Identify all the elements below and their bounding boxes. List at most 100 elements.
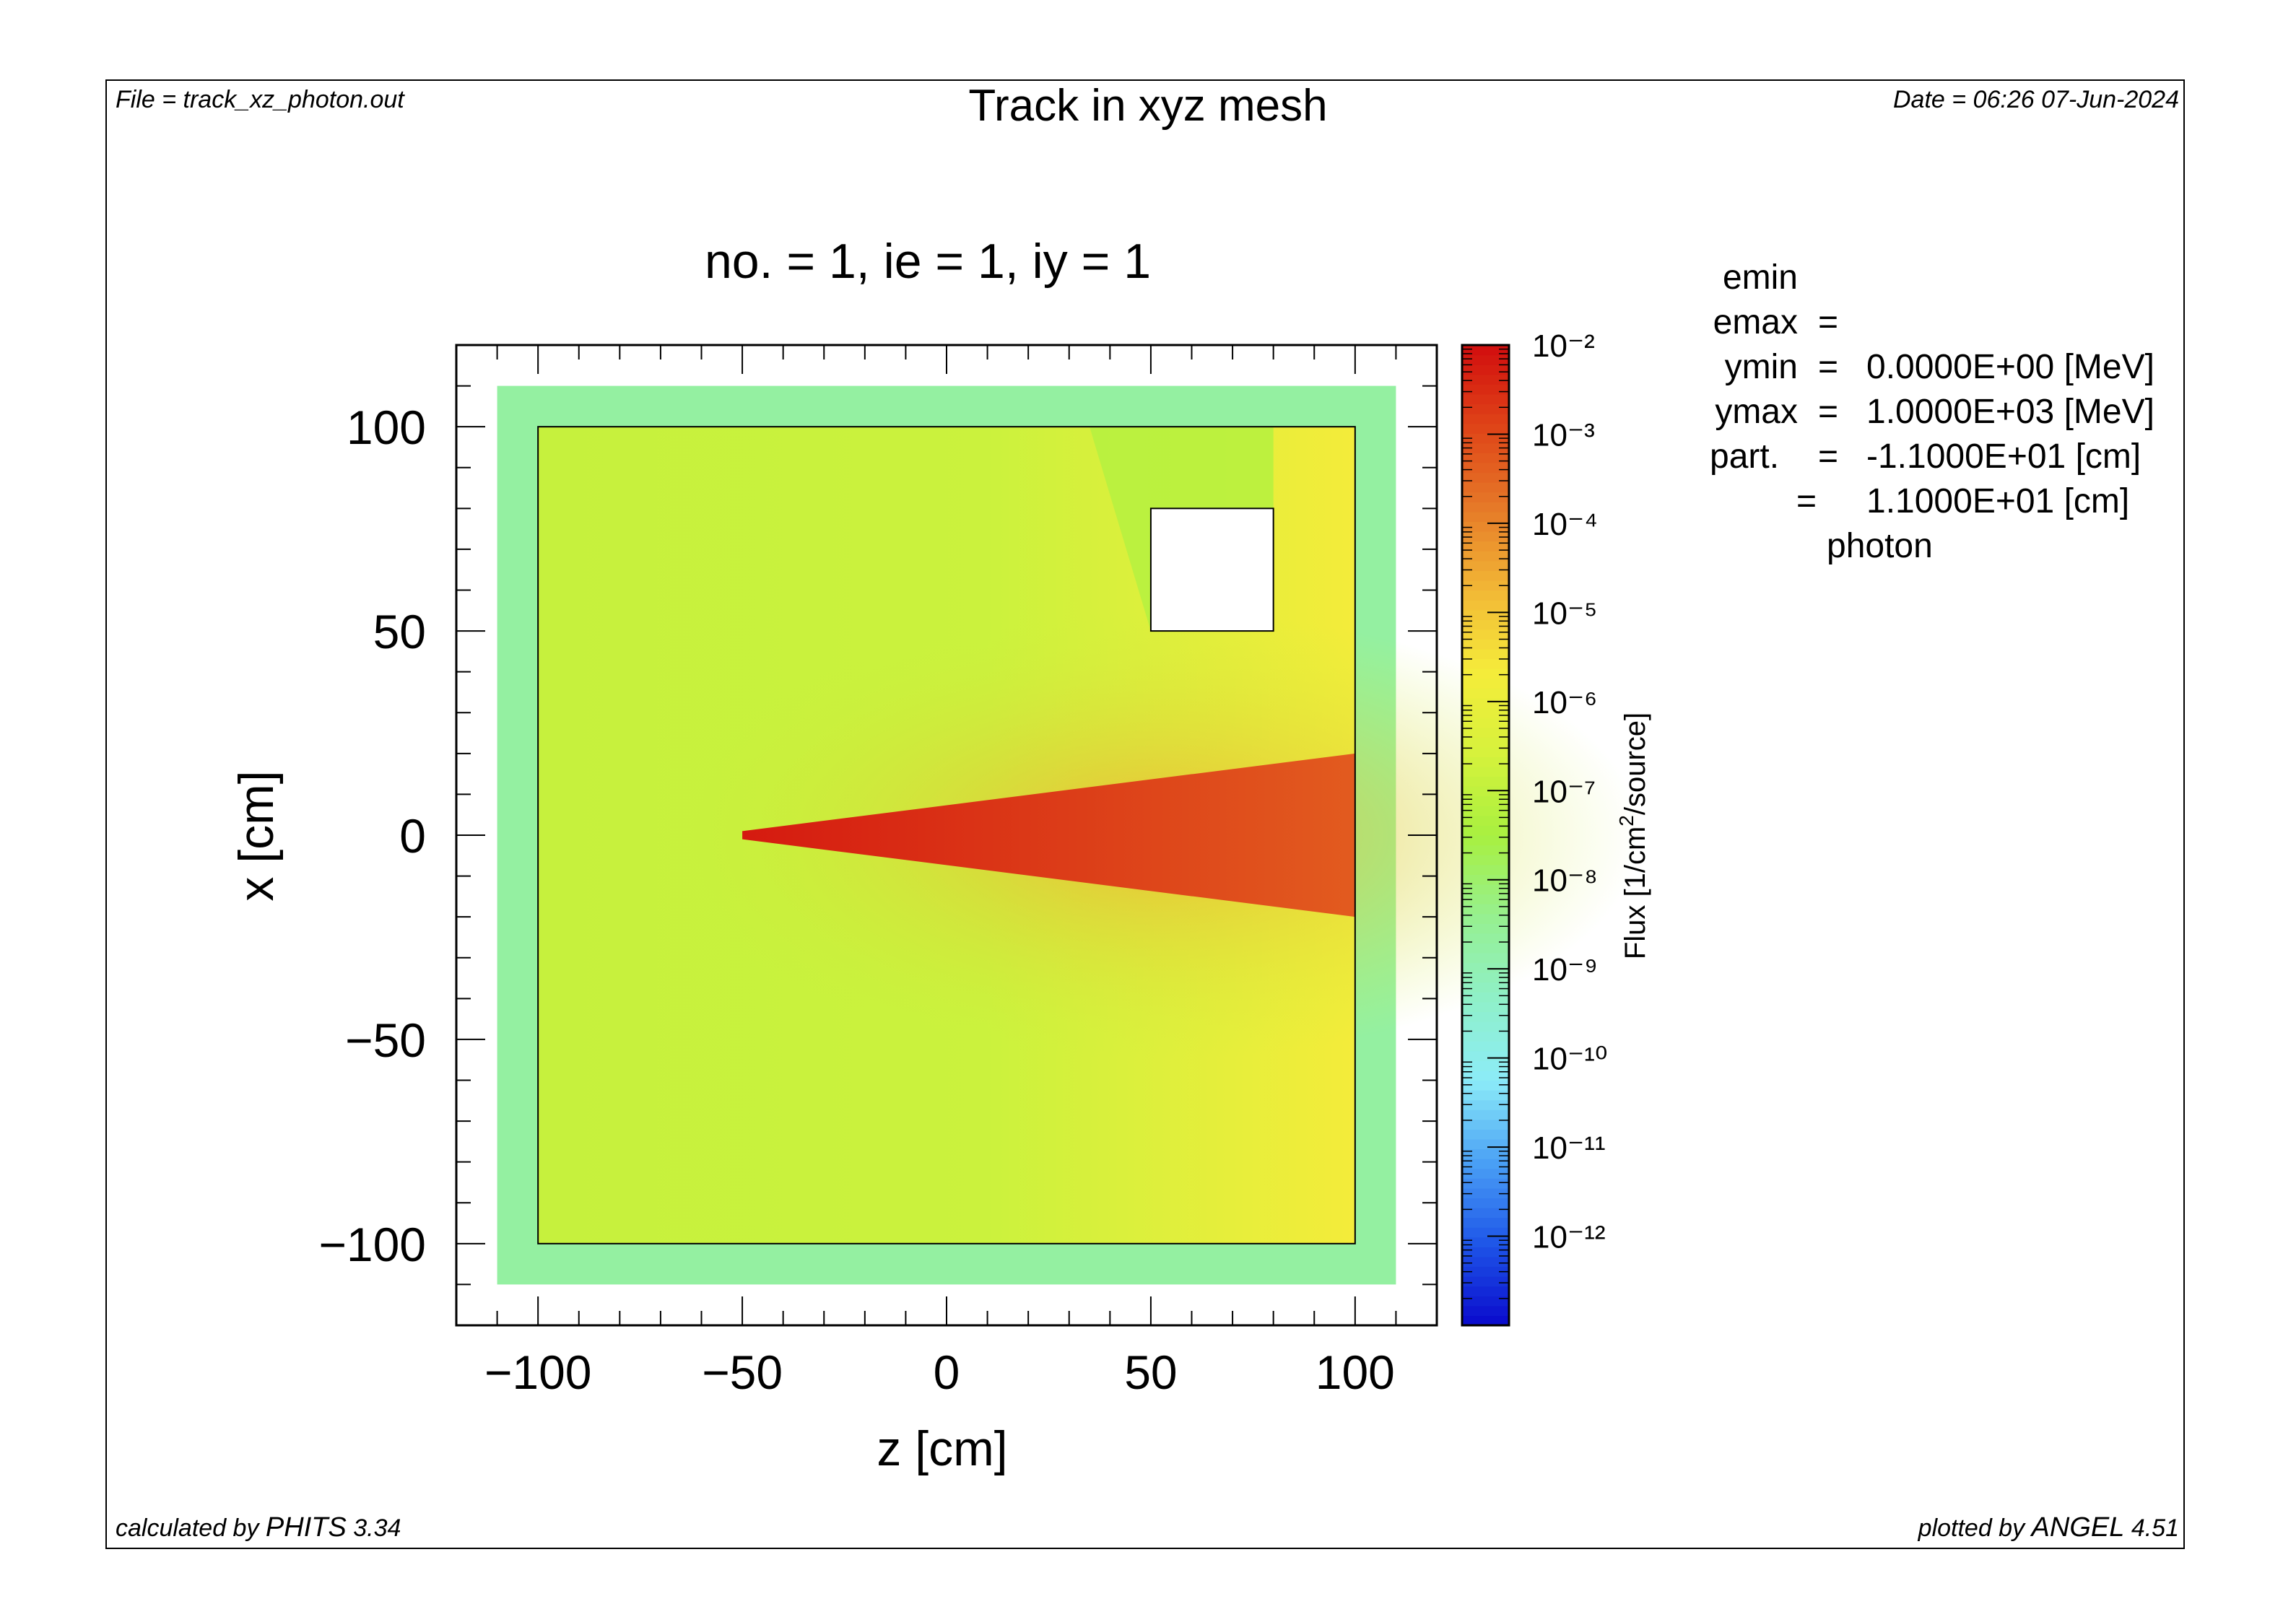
- colorbar-border: [1461, 344, 1510, 1327]
- colorbar-step: [1462, 776, 1509, 787]
- colorbar-step: [1462, 619, 1509, 630]
- param-value: 1.0000E+03 [MeV]: [1866, 393, 2154, 431]
- colorbar-step: [1462, 1001, 1509, 1013]
- colorbar-step: [1462, 482, 1509, 493]
- date-label: Date = 06:26 07-Jun-2024: [1892, 86, 2179, 113]
- colorbar-step: [1462, 718, 1509, 728]
- colorbar-tick-label: 10⁻²: [1532, 328, 1595, 364]
- param-value: 0.0000E+00 [MeV]: [1866, 348, 2154, 386]
- colorbar-tick-label: 10⁻⁶: [1532, 685, 1597, 720]
- param-key: emin: [1722, 258, 1798, 297]
- colorbar-step: [1462, 531, 1509, 542]
- colorbar-step: [1462, 855, 1509, 865]
- colorbar-step: [1462, 1178, 1509, 1189]
- colorbar-step: [1462, 688, 1509, 699]
- colorbar-step: [1462, 629, 1509, 640]
- param-value: 1.1000E+01 [cm]: [1866, 482, 2130, 520]
- colorbar-step: [1462, 442, 1509, 453]
- x-tick-label: 100: [1316, 1346, 1395, 1399]
- beam-cone: [742, 753, 1355, 917]
- colorbar-step: [1462, 992, 1509, 1003]
- colorbar-step: [1462, 697, 1509, 709]
- param-eq: =: [1818, 437, 1839, 476]
- param-key: ymin: [1724, 348, 1798, 386]
- colorbar-step: [1462, 502, 1509, 513]
- colorbar-step: [1462, 923, 1509, 934]
- colorbar-step: [1462, 1031, 1509, 1042]
- x-tick-label: −100: [484, 1346, 592, 1399]
- colorbar-step: [1462, 354, 1509, 365]
- colorbar-tick-label: 10⁻³: [1532, 417, 1595, 453]
- colorbar-step: [1462, 678, 1509, 689]
- colorbar-label-main: Flux [1/cm: [1619, 827, 1651, 959]
- colorbar-step: [1462, 1011, 1509, 1022]
- colorbar-step: [1462, 1286, 1509, 1296]
- colorbar-step: [1462, 1109, 1509, 1120]
- colorbar-step: [1462, 1159, 1509, 1169]
- file-label: File = track_xz_photon.out: [116, 86, 404, 113]
- colorbar-step: [1462, 551, 1509, 562]
- param-eq: =: [1818, 393, 1839, 431]
- colorbar-step: [1462, 1266, 1509, 1277]
- colorbar-step: [1462, 1060, 1509, 1071]
- colorbar-step: [1462, 737, 1509, 748]
- colorbar-step: [1462, 795, 1509, 806]
- x-tick-label: −50: [702, 1346, 783, 1399]
- phits-logo: PHITS: [265, 1512, 347, 1543]
- cavity-outline: [1149, 507, 1274, 632]
- param-value: -1.1000E+01 [cm]: [1866, 437, 2141, 476]
- colorbar-step: [1462, 913, 1509, 924]
- param-value: photon: [1827, 527, 1933, 565]
- colorbar-step: [1462, 492, 1509, 502]
- colorbar-step: [1462, 943, 1509, 954]
- colorbar: 10⁻² 10⁻³ 10⁻⁴ 10⁻⁵ 10⁻⁶ 10⁻⁷ 10⁻⁸ 10⁻⁹ 10⁻¹⁰ 10⁻…: [1461, 328, 1607, 1327]
- colorbar-step: [1462, 806, 1509, 816]
- colorbar-step: [1462, 962, 1509, 973]
- colorbar-step: [1462, 982, 1509, 993]
- colorbar-step: [1462, 1099, 1509, 1110]
- heatmap-area: [497, 385, 1641, 1285]
- plot-subtitle: no. = 1, ie = 1, iy = 1: [704, 234, 1152, 289]
- colorbar-step: [1462, 1021, 1509, 1032]
- colorbar-step: [1462, 1305, 1509, 1317]
- colorbar-step: [1462, 462, 1509, 474]
- colorbar-step: [1462, 1187, 1509, 1199]
- calc-version: 3.34: [346, 1514, 401, 1542]
- colorbar-step: [1462, 414, 1509, 424]
- colorbar-step: [1462, 952, 1509, 964]
- colorbar-step: [1462, 433, 1509, 444]
- param-key: emax: [1713, 303, 1798, 341]
- colorbar-label: Flux [1/cm2/source]: [1615, 712, 1651, 959]
- colorbar-step: [1462, 727, 1509, 738]
- colorbar-step: [1462, 1208, 1509, 1218]
- colorbar-step: [1462, 1070, 1509, 1081]
- y-tick-label: 100: [347, 401, 426, 454]
- colorbar-step: [1462, 1247, 1509, 1257]
- colorbar-step: [1462, 541, 1509, 551]
- colorbar-step: [1462, 648, 1509, 660]
- colorbar-step: [1462, 658, 1509, 669]
- colorbar-step: [1462, 365, 1509, 375]
- colorbar-step: [1462, 404, 1509, 414]
- plot-axes: −100 −50 0 50 100 −100 −50 0 50 100: [318, 344, 1438, 1399]
- colorbar-step: [1462, 423, 1509, 434]
- colorbar-step: [1462, 1119, 1509, 1130]
- colorbar-tick-label: 10⁻¹²: [1532, 1220, 1605, 1255]
- colorbar-step: [1462, 904, 1509, 915]
- colorbar-tick-label: 10⁻¹¹: [1532, 1130, 1605, 1166]
- colorbar-step: [1462, 825, 1509, 836]
- colorbar-step: [1462, 600, 1509, 611]
- calc-prefix: calculated by: [116, 1514, 266, 1542]
- param-eq: =: [1796, 482, 1817, 520]
- y-axis-label: x [cm]: [229, 770, 284, 901]
- colorbar-step: [1462, 1148, 1509, 1159]
- param-eq: =: [1818, 348, 1839, 386]
- colorbar-step: [1462, 864, 1509, 875]
- colorbar-step: [1462, 1090, 1509, 1101]
- plotted-by: plotted by ANGEL 4.51: [1918, 1513, 2179, 1543]
- param-row-emax: emax = 1.0000E+03 [MeV]: [1690, 256, 2154, 431]
- param-key: ymax: [1715, 393, 1798, 431]
- angel-logo: ANGEL: [2031, 1512, 2125, 1543]
- colorbar-step: [1462, 668, 1509, 679]
